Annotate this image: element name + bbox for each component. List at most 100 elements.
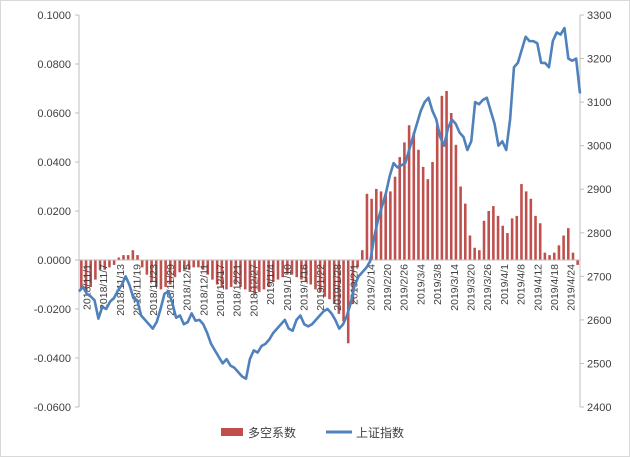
bar bbox=[178, 260, 181, 273]
bar bbox=[524, 191, 528, 260]
bar bbox=[192, 260, 196, 268]
bar bbox=[468, 235, 472, 260]
bar bbox=[253, 260, 256, 295]
bar bbox=[94, 260, 97, 280]
bar bbox=[154, 260, 158, 287]
bar bbox=[309, 260, 313, 285]
bar bbox=[552, 252, 556, 260]
x-tick-label: 2018/11/1 bbox=[81, 264, 93, 310]
bar bbox=[534, 215, 537, 260]
bar bbox=[576, 260, 579, 265]
bar bbox=[342, 260, 345, 322]
bar bbox=[164, 260, 167, 287]
bar bbox=[454, 144, 458, 260]
bar bbox=[529, 198, 533, 260]
bar bbox=[562, 235, 565, 260]
y-left-tick-label: 0.1000 bbox=[37, 10, 71, 22]
y-right-tick-label: 2900 bbox=[587, 184, 611, 196]
bar bbox=[117, 257, 121, 260]
x-tick-label: 2019/4/24 bbox=[566, 264, 578, 311]
bar bbox=[393, 176, 397, 260]
bar bbox=[487, 211, 490, 260]
bar bbox=[412, 132, 416, 260]
y-right-tick-label: 3000 bbox=[587, 141, 611, 153]
bar bbox=[398, 157, 402, 260]
bar bbox=[449, 113, 453, 260]
bar bbox=[360, 250, 364, 260]
x-tick-label: 2019/4/12 bbox=[532, 264, 544, 311]
y-left-tick-label: 0.0000 bbox=[37, 255, 71, 267]
bar bbox=[548, 255, 551, 260]
y-left-tick-label: 0.0200 bbox=[37, 206, 71, 218]
bar bbox=[417, 149, 420, 260]
x-tick-label: 2019/2/14 bbox=[365, 264, 377, 311]
bar bbox=[257, 260, 261, 292]
x-tick-label: 2018/12/5 bbox=[182, 264, 194, 311]
bar bbox=[538, 223, 542, 260]
bar bbox=[262, 260, 266, 290]
y-right-tick-label: 3200 bbox=[587, 54, 611, 66]
bar bbox=[351, 260, 355, 305]
bar bbox=[318, 260, 322, 292]
y-right-tick-label: 2700 bbox=[587, 271, 611, 283]
y-left-tick-label: -0.0600 bbox=[34, 402, 71, 414]
bar bbox=[435, 125, 439, 260]
x-tick-label: 2019/4/18 bbox=[549, 264, 561, 311]
legend-label-bar: 多空系数 bbox=[248, 425, 296, 440]
bar bbox=[473, 247, 476, 260]
bar bbox=[229, 260, 233, 287]
bar bbox=[356, 260, 359, 268]
bar bbox=[225, 260, 228, 290]
bar bbox=[445, 90, 448, 260]
x-tick-label: 2018/11/13 bbox=[115, 264, 127, 316]
bar bbox=[183, 260, 186, 270]
bar bbox=[543, 252, 547, 260]
bar bbox=[510, 218, 514, 260]
bar bbox=[187, 260, 191, 270]
bar bbox=[346, 260, 350, 344]
bar bbox=[506, 233, 509, 260]
x-tick-label: 2018/11/23 bbox=[148, 264, 160, 316]
bar bbox=[567, 228, 570, 260]
x-tick-label: 2018/12/21 bbox=[232, 264, 244, 317]
bar bbox=[337, 260, 341, 314]
bar bbox=[332, 260, 336, 305]
bar bbox=[234, 260, 238, 285]
x-tick-label: 2018/12/17 bbox=[215, 264, 227, 317]
bar bbox=[426, 179, 430, 260]
y-right-tick-label: 2800 bbox=[587, 228, 611, 240]
bar bbox=[557, 245, 561, 260]
y-left-tick-label: 0.0800 bbox=[37, 59, 71, 71]
bar bbox=[496, 215, 500, 260]
x-tick-label: 2019/1/16 bbox=[298, 264, 310, 311]
bar bbox=[112, 260, 116, 265]
bar bbox=[98, 260, 102, 270]
bar bbox=[379, 191, 383, 260]
bar bbox=[520, 184, 523, 260]
bar bbox=[197, 260, 200, 268]
y-right-tick-label: 3100 bbox=[587, 97, 611, 109]
bar bbox=[211, 260, 214, 280]
bar bbox=[459, 186, 462, 260]
bar bbox=[304, 260, 308, 283]
y-right-tick-label: 2500 bbox=[587, 358, 611, 370]
y-left-tick-label: -0.0400 bbox=[34, 353, 71, 365]
bar bbox=[206, 260, 210, 275]
bar bbox=[431, 162, 434, 260]
x-tick-label: 2019/3/20 bbox=[465, 264, 477, 311]
x-tick-label: 2019/3/26 bbox=[482, 264, 494, 311]
y-left-tick-label: 0.0400 bbox=[37, 157, 71, 169]
axes bbox=[75, 14, 584, 408]
bar bbox=[220, 260, 224, 287]
bar bbox=[108, 260, 111, 268]
legend-label-line: 上证指数 bbox=[356, 425, 404, 440]
bar bbox=[482, 220, 486, 260]
bar bbox=[440, 95, 444, 260]
y-right-tick-label: 2400 bbox=[587, 402, 611, 414]
bar bbox=[150, 260, 153, 283]
legend: 多空系数 上证指数 bbox=[221, 425, 404, 440]
x-tick-label: 2018/11/19 bbox=[131, 264, 143, 316]
x-tick-label: 2019/4/1 bbox=[499, 264, 511, 305]
y-right-tick-label: 3300 bbox=[587, 10, 611, 22]
bar bbox=[173, 260, 177, 278]
